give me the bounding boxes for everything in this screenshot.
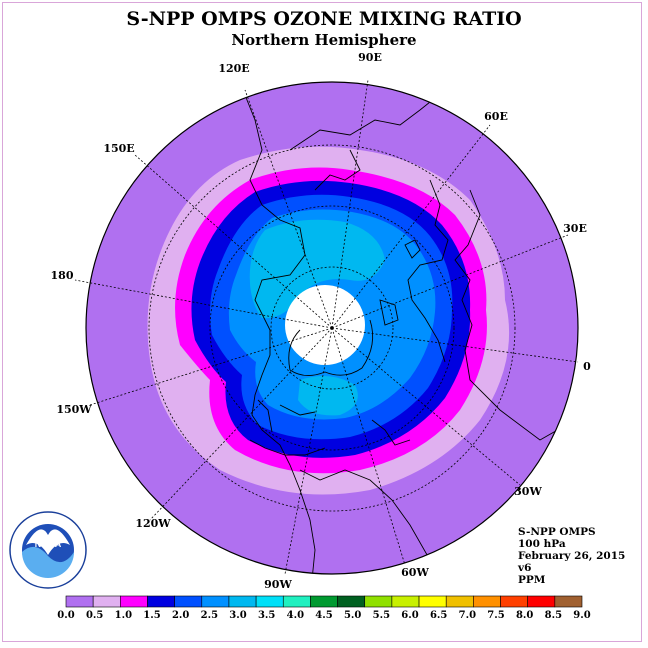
graticule (74, 79, 579, 575)
colorbar-swatch (201, 595, 230, 608)
noaa-logo: NOAA (9, 511, 87, 589)
colorbar-swatch (500, 595, 528, 608)
colorbar-tick-label: 5.0 (344, 610, 361, 621)
colorbar-tick-label: 4.5 (315, 610, 332, 621)
colorbar-tick-label: 7.5 (487, 610, 504, 621)
lon-label-120w: 120W (135, 517, 171, 530)
colorbar-swatch (364, 595, 393, 608)
polar-data-gap (285, 285, 365, 365)
lon-label-120e: 120E (218, 62, 249, 75)
lon-label-90w: 90W (264, 578, 292, 591)
lon-label-180: 180 (51, 269, 74, 282)
noaa-logo-text: NOAA (35, 539, 62, 549)
colorbar-tick-label: 2.0 (172, 610, 189, 621)
map-border (85, 81, 579, 575)
colorbar-tick-label: 7.0 (459, 610, 476, 621)
lon-label-150e: 150E (103, 142, 134, 155)
colorbar-swatch (228, 595, 257, 608)
lon-label-30w: 30W (514, 485, 542, 498)
colorbar-tick-label: 3.0 (229, 610, 246, 621)
colorbar-swatch (554, 595, 583, 608)
ozone-field (86, 82, 578, 574)
colorbar-swatch (391, 595, 420, 608)
colorbar-tick-label: 1.5 (143, 610, 160, 621)
lon-label-0: 0 (583, 360, 591, 373)
colorbar-tick-label: 2.5 (201, 610, 218, 621)
colorbar-tick-label: 6.5 (430, 610, 447, 621)
page-subtitle: Northern Hemisphere (231, 31, 417, 49)
colorbar-swatch (418, 595, 447, 608)
colorbar: 0.0 0.5 1.0 1.5 2.0 2.5 3.0 3.5 4.0 4.5 5.0 5.5 6.0 6… (57, 595, 591, 621)
colorbar-tick-label: 0.0 (57, 610, 74, 621)
colorbar-swatch (120, 595, 148, 608)
colorbar-swatch (473, 595, 501, 608)
colorbar-swatch (337, 595, 366, 608)
info-version: v6 (518, 562, 532, 574)
lon-label-90e: 90E (358, 51, 382, 64)
colorbar-swatch (65, 595, 94, 608)
colorbar-tick-label: 5.5 (373, 610, 390, 621)
colorbar-tick-label: 1.0 (115, 610, 132, 621)
page-title: S-NPP OMPS OZONE MIXING RATIO (126, 8, 522, 30)
info-instrument: S-NPP OMPS (518, 526, 596, 538)
colorbar-swatch (310, 595, 338, 608)
colorbar-tick-label: 4.0 (287, 610, 304, 621)
info-block: S-NPP OMPS 100 hPa February 26, 2015 v6 … (518, 526, 625, 586)
colorbar-swatch (527, 595, 556, 608)
colorbar-tick-label: 8.5 (545, 610, 562, 621)
colorbar-tick-label: 3.5 (258, 610, 275, 621)
colorbar-tick-label: 0.5 (86, 610, 103, 621)
lon-label-60e: 60E (484, 110, 508, 123)
colorbar-swatch (174, 595, 203, 608)
colorbar-swatch (282, 595, 311, 608)
colorbar-swatch (255, 595, 284, 608)
field-3.0-3.5-b (298, 376, 358, 416)
info-units: PPM (518, 574, 546, 586)
lon-label-60w: 60W (401, 566, 429, 579)
colorbar-tick-label: 8.0 (516, 610, 533, 621)
colorbar-swatch (147, 595, 175, 608)
colorbar-swatch (445, 595, 474, 608)
lon-label-30e: 30E (563, 222, 587, 235)
info-level: 100 hPa (518, 538, 566, 550)
plot-frame (2, 2, 642, 642)
colorbar-tick-label: 9.0 (573, 610, 590, 621)
colorbar-swatch (92, 595, 121, 608)
info-date: February 26, 2015 (518, 550, 626, 562)
lon-label-150w: 150W (56, 403, 92, 416)
colorbar-tick-label: 6.0 (401, 610, 418, 621)
